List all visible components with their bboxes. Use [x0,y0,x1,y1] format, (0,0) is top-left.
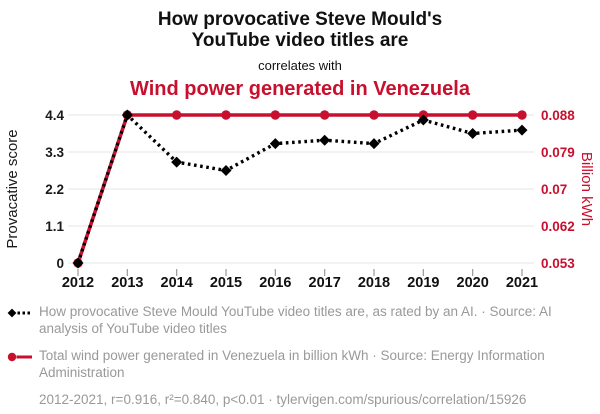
svg-text:0.088: 0.088 [541,108,575,123]
svg-text:3.3: 3.3 [45,145,64,160]
svg-text:2015: 2015 [210,275,242,291]
chart-legend: How provocative Steve Mould YouTube vide… [0,297,600,408]
chart-title-line-1: How provocative Steve Mould's [157,9,443,30]
secondary-title: Wind power generated in Venezuela [130,78,470,100]
svg-text:2019: 2019 [407,275,439,291]
svg-text:2018: 2018 [358,275,390,291]
y-axis-title-left: Provacative score [4,129,21,248]
svg-text:2016: 2016 [259,275,291,291]
svg-text:0.07: 0.07 [541,182,567,197]
svg-text:2012: 2012 [62,275,94,291]
series-provocative-score [72,109,528,269]
circle-solid-icon [7,352,32,362]
svg-text:2014: 2014 [161,275,193,291]
svg-text:0: 0 [56,256,64,271]
x-axis: 2012 2013 2014 2015 2016 2017 2018 2019 2020 2021 [62,269,538,291]
correlates-with-label: correlates with [258,58,342,73]
diamond-dashed-icon [7,308,32,318]
svg-text:1.1: 1.1 [45,219,64,234]
legend-item-provocative: How provocative Steve Mould YouTube vide… [6,303,590,337]
svg-text:2017: 2017 [309,275,341,291]
chart-title: How provocative Steve Mould's YouTube vi… [0,9,600,51]
legend-item-windpower-label: Total wind power generated in Venezuela … [39,348,545,380]
legend-item-windpower: Total wind power generated in Venezuela … [6,347,590,381]
gridlines [68,114,534,264]
chart-title-line-2: YouTube video titles are [191,30,409,51]
svg-text:0.079: 0.079 [541,145,575,160]
y-axis-title-right: Billion kWh [578,152,595,226]
chart-header: How provocative Steve Mould's YouTube vi… [0,0,600,101]
svg-text:2013: 2013 [111,275,143,291]
chart-svg: 0 1.1 2.2 3.3 4.4 0.053 0.062 0.07 0.079 0.088 201… [4,108,595,291]
y-axis-left-ticks: 0 1.1 2.2 3.3 4.4 [45,108,64,271]
svg-text:2.2: 2.2 [45,182,64,197]
svg-text:2020: 2020 [457,275,489,291]
stats-footnote: 2012-2021, r=0.916, r²=0.840, p<0.01 · t… [39,392,527,407]
svg-text:0.053: 0.053 [541,256,575,271]
svg-text:2021: 2021 [506,275,538,291]
legend-item-provocative-label: How provocative Steve Mould YouTube vide… [39,304,552,336]
svg-text:0.062: 0.062 [541,219,575,234]
y-axis-right-ticks: 0.053 0.062 0.07 0.079 0.088 [541,108,575,271]
svg-text:4.4: 4.4 [45,108,64,123]
